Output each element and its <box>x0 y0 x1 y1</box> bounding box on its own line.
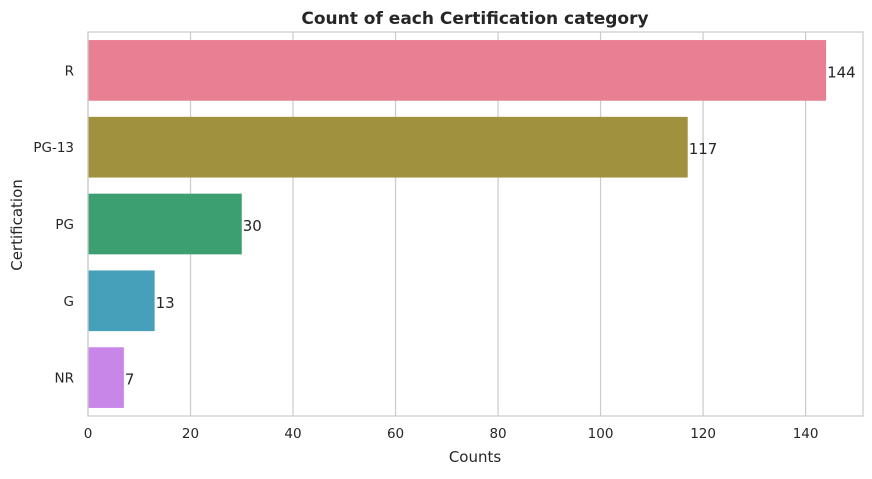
x-tick-label: 20 <box>182 426 199 442</box>
chart-title: Count of each Certification category <box>301 9 648 29</box>
bar-value-labels: 144 117 30 13 7 <box>125 63 856 388</box>
bar-nr <box>88 347 124 408</box>
y-tick-label: PG-13 <box>33 140 74 156</box>
bar-pg <box>88 193 242 255</box>
bar-value-label: 30 <box>243 217 262 235</box>
bar-value-label: 13 <box>156 294 175 312</box>
y-axis-ticks: R PG-13 PG G NR <box>33 63 74 386</box>
bar-value-label: 7 <box>125 371 135 389</box>
bar-g <box>88 270 155 332</box>
plot-border <box>87 31 864 417</box>
x-tick-label: 100 <box>588 426 614 442</box>
y-tick-label: R <box>65 63 74 79</box>
y-axis-label: Certification <box>8 179 26 271</box>
x-axis-ticks: 0 20 40 60 80 100 120 140 <box>84 426 819 442</box>
x-tick-label: 40 <box>284 426 301 442</box>
x-tick-label: 60 <box>387 426 404 442</box>
x-tick-label: 120 <box>690 426 716 442</box>
bar-r <box>88 40 827 101</box>
bars <box>88 40 827 408</box>
bar-value-label: 144 <box>827 63 856 81</box>
plot-frame <box>87 31 864 417</box>
bar-pg-13 <box>88 116 688 178</box>
y-tick-label: PG <box>55 217 74 233</box>
y-tick-label: G <box>64 294 74 310</box>
x-axis-label: Counts <box>449 448 502 466</box>
x-tick-label: 80 <box>489 426 506 442</box>
x-tick-label: 0 <box>84 426 93 442</box>
x-tick-label: 140 <box>793 426 819 442</box>
bar-value-label: 117 <box>689 140 718 158</box>
y-tick-label: NR <box>55 371 74 387</box>
